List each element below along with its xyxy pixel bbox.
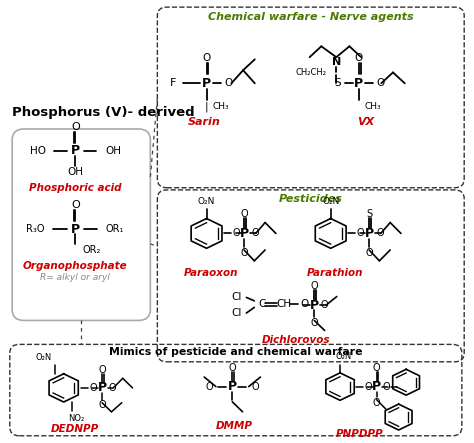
- Text: O: O: [240, 248, 248, 258]
- Text: Parathion: Parathion: [307, 268, 364, 278]
- Text: O: O: [365, 381, 372, 392]
- Text: Chemical warfare - Nerve agents: Chemical warfare - Nerve agents: [208, 12, 414, 22]
- Text: R₃O: R₃O: [26, 224, 45, 234]
- Text: P: P: [98, 381, 107, 394]
- Text: OR₁: OR₁: [106, 224, 124, 234]
- Text: VX: VX: [357, 117, 374, 128]
- Text: S: S: [334, 78, 341, 88]
- Text: O: O: [355, 53, 363, 63]
- Text: OR₂: OR₂: [82, 245, 101, 255]
- Text: O: O: [321, 300, 328, 310]
- Text: DEDNPP: DEDNPP: [51, 424, 100, 434]
- Text: O: O: [71, 122, 80, 132]
- Text: O: O: [224, 78, 232, 88]
- Text: Cl: Cl: [231, 308, 242, 318]
- Text: O: O: [310, 318, 318, 328]
- Text: O: O: [240, 209, 248, 219]
- Text: P: P: [228, 380, 237, 393]
- Text: F: F: [170, 78, 176, 88]
- Text: O: O: [356, 229, 364, 238]
- Text: O₂N: O₂N: [198, 198, 215, 206]
- Text: O: O: [98, 400, 106, 410]
- Text: O: O: [108, 383, 116, 393]
- Text: C: C: [258, 299, 265, 309]
- Text: P: P: [202, 77, 211, 90]
- Text: O: O: [365, 248, 373, 258]
- Text: P: P: [71, 222, 80, 236]
- Text: OH: OH: [105, 146, 121, 156]
- Text: CH₃: CH₃: [212, 102, 229, 111]
- Text: P: P: [372, 380, 381, 393]
- Text: HO: HO: [30, 146, 46, 156]
- Text: O: O: [376, 78, 384, 88]
- Text: Paraoxon: Paraoxon: [184, 268, 238, 278]
- Text: O: O: [71, 200, 80, 210]
- Text: CH: CH: [276, 299, 292, 309]
- Text: O: O: [90, 383, 97, 393]
- Text: P: P: [354, 77, 364, 90]
- Text: CH₂CH₂: CH₂CH₂: [295, 68, 326, 77]
- Text: P: P: [365, 227, 374, 240]
- Text: Phosphorus (V)- derived: Phosphorus (V)- derived: [12, 106, 195, 119]
- Text: |: |: [205, 102, 209, 113]
- Text: O: O: [251, 381, 259, 392]
- Text: R= alkyl or aryl: R= alkyl or aryl: [40, 273, 110, 282]
- Text: O: O: [383, 381, 390, 392]
- Text: O₂N: O₂N: [336, 352, 352, 361]
- Text: Dichlorovos: Dichlorovos: [261, 335, 330, 345]
- Text: O₂N: O₂N: [36, 353, 52, 362]
- Text: Cl: Cl: [231, 292, 242, 303]
- Text: Sarin: Sarin: [188, 117, 220, 128]
- Text: N: N: [332, 58, 341, 67]
- Text: P: P: [239, 227, 248, 240]
- Text: O: O: [251, 229, 259, 238]
- Text: Pesticides: Pesticides: [279, 194, 343, 204]
- Text: P: P: [310, 299, 319, 312]
- Text: O₂N: O₂N: [322, 198, 339, 206]
- Text: O: O: [228, 363, 236, 373]
- Text: O: O: [376, 229, 384, 238]
- Text: O: O: [232, 229, 240, 238]
- Text: Phosphoric acid: Phosphoric acid: [29, 183, 122, 193]
- Text: PNPDPP: PNPDPP: [336, 429, 383, 439]
- Text: Mimics of pesticide and chemical warfare: Mimics of pesticide and chemical warfare: [109, 347, 363, 357]
- Text: O: O: [373, 363, 381, 373]
- Text: O: O: [98, 365, 106, 375]
- Text: Organophosphate: Organophosphate: [23, 261, 128, 271]
- Text: OH: OH: [67, 167, 83, 177]
- Text: O: O: [373, 398, 381, 408]
- Text: S: S: [366, 209, 372, 219]
- Text: NO₂: NO₂: [68, 414, 85, 423]
- Text: O: O: [300, 299, 309, 309]
- Text: P: P: [71, 144, 80, 157]
- Text: CH₃: CH₃: [365, 102, 381, 111]
- Text: O: O: [202, 53, 210, 63]
- Text: O: O: [206, 381, 214, 392]
- Text: O: O: [310, 280, 318, 291]
- Text: DMMP: DMMP: [216, 421, 253, 431]
